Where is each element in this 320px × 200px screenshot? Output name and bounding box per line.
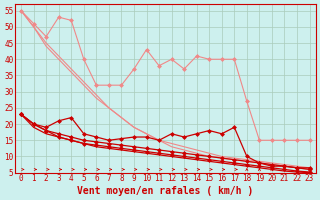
X-axis label: Vent moyen/en rafales ( km/h ): Vent moyen/en rafales ( km/h ) (77, 186, 253, 196)
